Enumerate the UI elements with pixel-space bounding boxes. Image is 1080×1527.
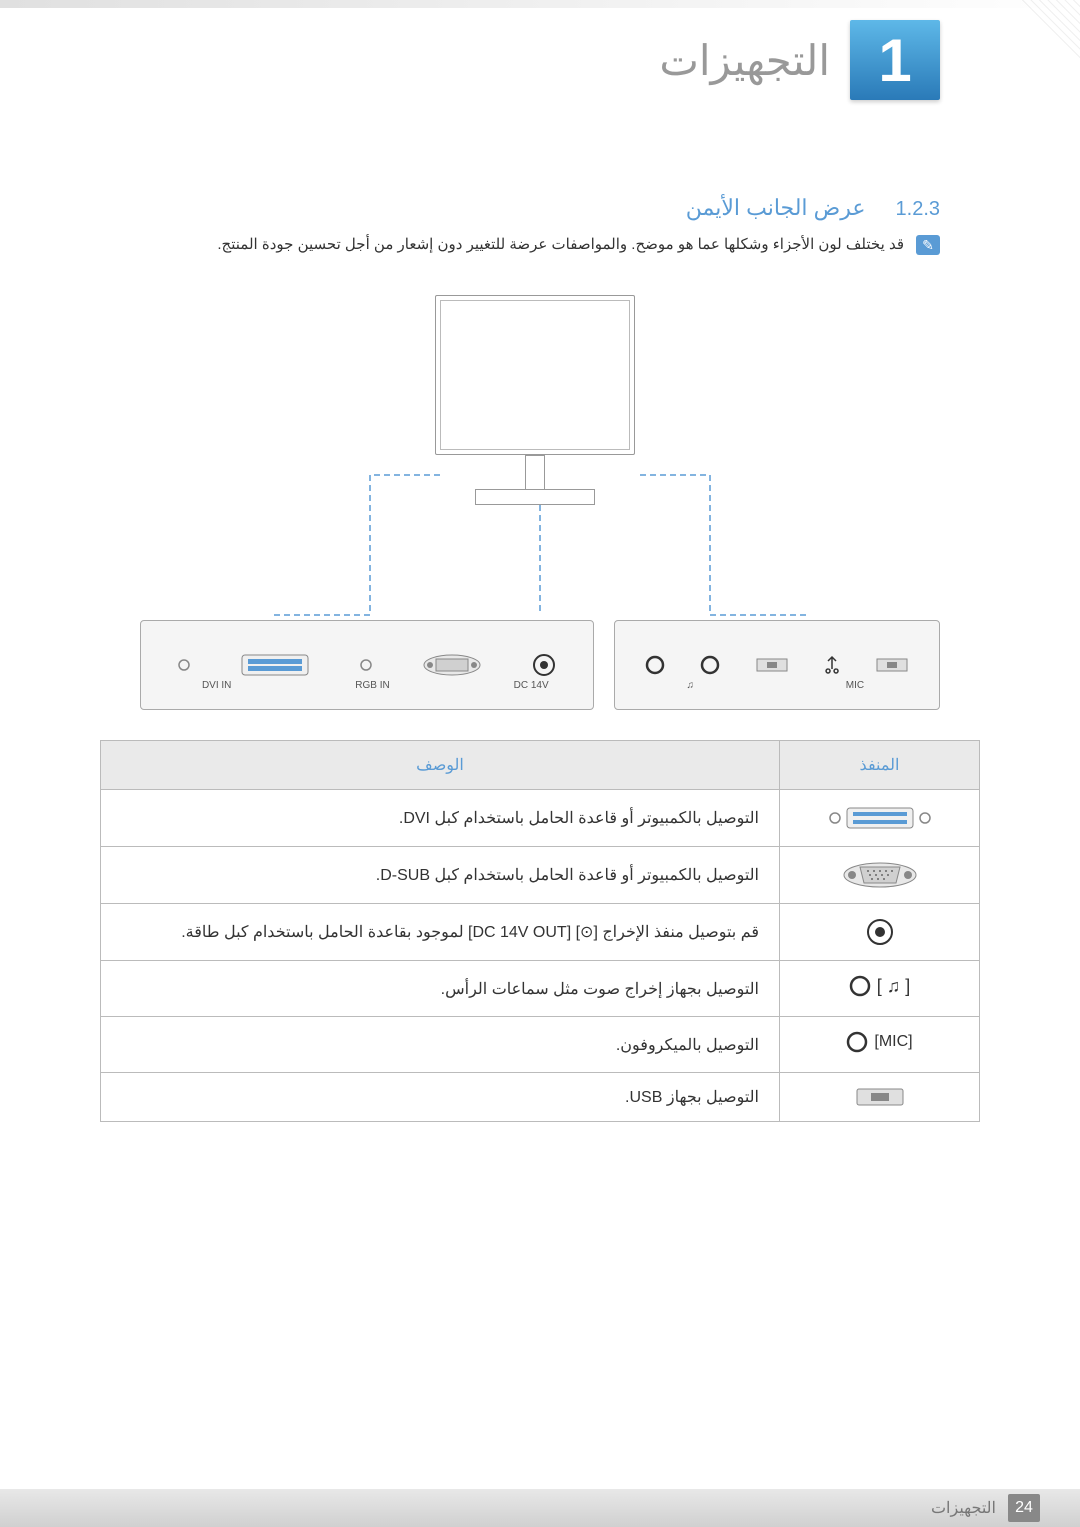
section-title: عرض الجانب الأيمن [686,195,866,221]
corner-pattern [980,0,1080,60]
note-row: ✎ قد يختلف لون الأجزاء وشكلها عما هو موض… [140,235,940,255]
port-dc-desc: قم بتوصيل منفذ الإخراج [⊙] [DC 14V OUT] … [101,904,780,961]
table-row: [ ♫ ] التوصيل بجهاز إخراج صوت مثل سماعات… [101,961,980,1017]
rgb-label: RGB IN [355,680,389,691]
table-row: التوصيل بالكمبيوتر أو قاعدة الحامل باستخ… [101,790,980,847]
note-icon: ✎ [916,235,940,255]
port-mic-desc: التوصيل بالميكروفون. [101,1017,780,1073]
ports-table: المنفذ الوصف التوصيل بالكمبيوتر أو قاعدة… [100,740,980,1122]
footer-section: التجهيزات [931,1498,996,1518]
port-headphone-icon: [ ♫ ] [780,961,980,1017]
port-panel-diagram [140,620,940,710]
chapter-number-badge: 1 [850,20,940,100]
port-mic-icon: [MIC] [780,1017,980,1073]
port-dc-icon [780,904,980,961]
port-vga-desc: التوصيل بالكمبيوتر أو قاعدة الحامل باستخ… [101,847,780,904]
port-vga-icon [780,847,980,904]
section-heading: 1.2.3 عرض الجانب الأيمن [686,195,940,221]
dc-label: DC 14V [514,680,549,691]
monitor-diagram [190,295,890,645]
note-text: قد يختلف لون الأجزاء وشكلها عما هو موضح.… [140,235,904,253]
mic-label: MIC [846,680,864,691]
port-headphone-desc: التوصيل بجهاز إخراج صوت مثل سماعات الرأس… [101,961,780,1017]
page-number: 24 [1008,1494,1040,1522]
top-gradient [0,0,1080,8]
port-usb-desc: التوصيل بجهاز USB. [101,1073,780,1122]
th-port: المنفذ [780,741,980,790]
port-labels-row: DVI IN RGB IN DC 14V ♫ MIC [140,680,940,691]
th-desc: الوصف [101,741,780,790]
headphone-symbol: ♫ [686,680,694,691]
table-row: التوصيل بالكمبيوتر أو قاعدة الحامل باستخ… [101,847,980,904]
port-dvi-desc: التوصيل بالكمبيوتر أو قاعدة الحامل باستخ… [101,790,780,847]
section-number: 1.2.3 [896,198,940,221]
port-usb-icon [780,1073,980,1122]
table-row: [MIC] التوصيل بالميكروفون. [101,1017,980,1073]
table-row: قم بتوصيل منفذ الإخراج [⊙] [DC 14V OUT] … [101,904,980,961]
chapter-header: 1 التجهيزات [659,20,940,100]
dvi-label: DVI IN [202,680,231,691]
port-dvi-icon [780,790,980,847]
chapter-title: التجهيزات [659,36,830,85]
page-footer: التجهيزات 24 [0,1489,1080,1527]
table-row: التوصيل بجهاز USB. [101,1073,980,1122]
